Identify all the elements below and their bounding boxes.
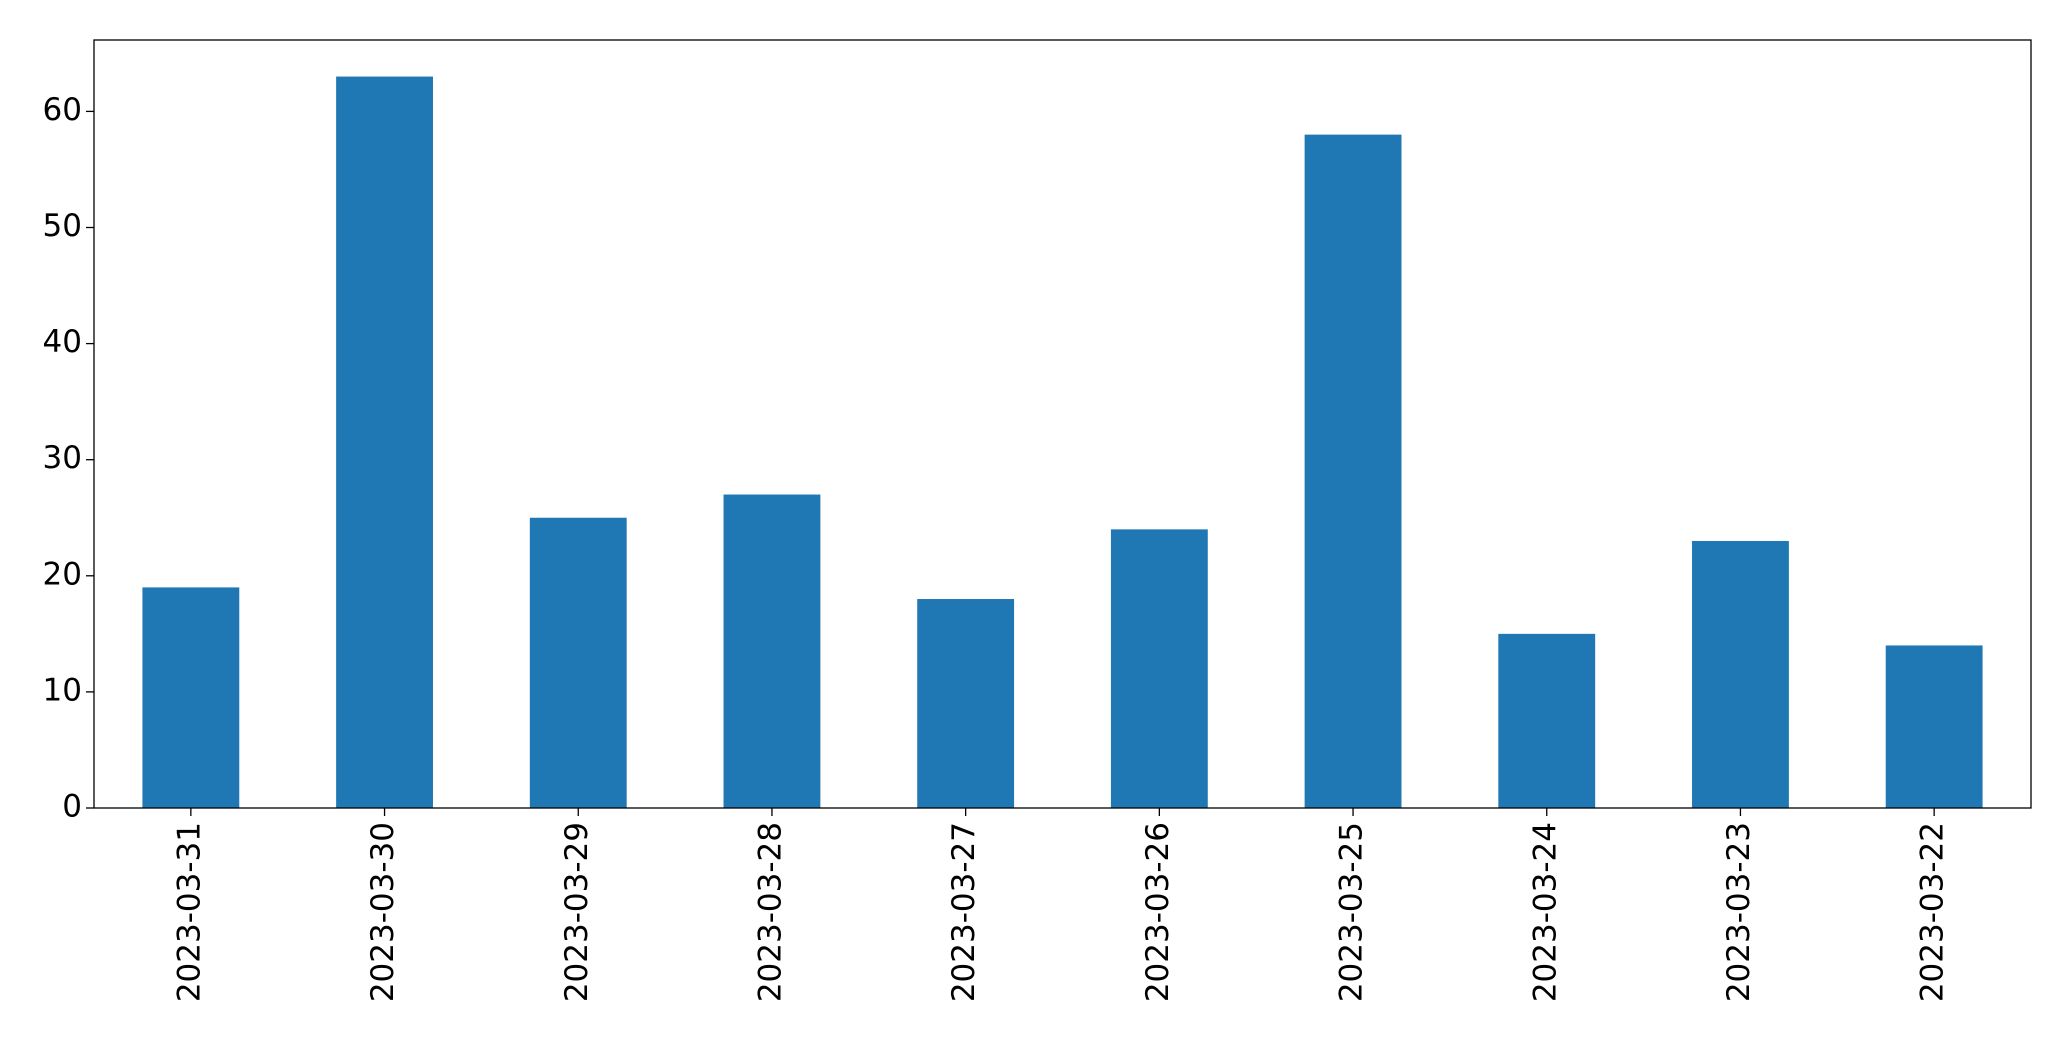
- bar: [529, 517, 627, 808]
- x-tick-label: 2023-03-24: [1527, 822, 1563, 1002]
- bar: [142, 587, 240, 808]
- bar: [1692, 540, 1789, 808]
- bar: [723, 494, 821, 808]
- x-tick-label: 2023-03-22: [1915, 822, 1951, 1002]
- y-tick-label: 20: [43, 556, 82, 592]
- x-tick-label: 2023-03-29: [559, 822, 595, 1002]
- x-tick-label: 2023-03-28: [752, 822, 788, 1002]
- bar: [917, 599, 1015, 808]
- y-tick-label: 0: [62, 789, 82, 825]
- bar: [336, 76, 433, 809]
- bar: [1885, 645, 1983, 808]
- y-tick-label: 60: [43, 92, 82, 128]
- bar: [1498, 633, 1596, 808]
- y-tick-label: 30: [43, 440, 82, 476]
- y-tick-label: 50: [43, 208, 82, 244]
- y-tick-label: 10: [43, 672, 82, 708]
- x-tick-label: 2023-03-26: [1140, 822, 1176, 1002]
- x-tick-label: 2023-03-25: [1334, 822, 1370, 1002]
- y-tick-label: 40: [43, 324, 82, 360]
- plot-frame: [93, 39, 2032, 809]
- bar: [1304, 134, 1402, 808]
- bar: [1110, 529, 1208, 808]
- x-tick-label: 2023-03-23: [1721, 822, 1757, 1002]
- x-tick-label: 2023-03-27: [946, 822, 982, 1002]
- x-tick-label: 2023-03-30: [365, 822, 401, 1002]
- x-tick-label: 2023-03-31: [171, 822, 207, 1002]
